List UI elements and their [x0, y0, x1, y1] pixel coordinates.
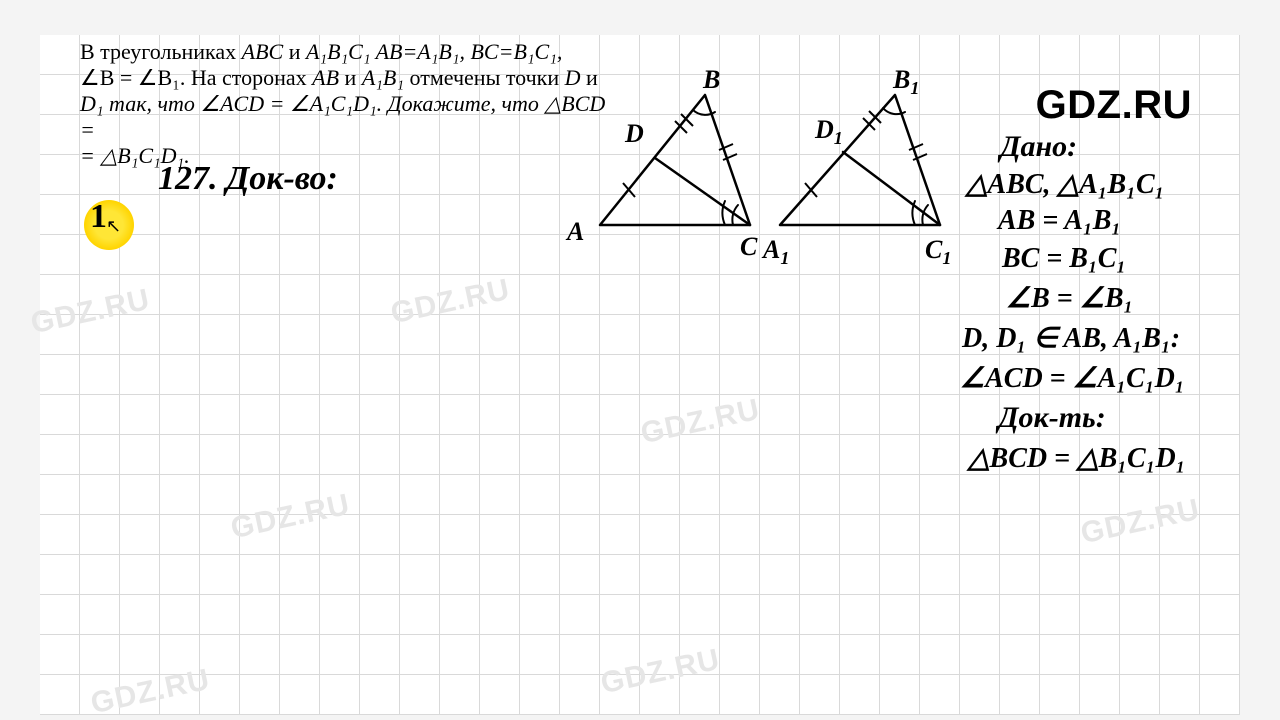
watermark: GDZ.RU [88, 663, 213, 720]
given-line: △ABC, △A₁B₁C₁ [966, 167, 1164, 201]
problem-statement: В треугольниках ABC и A₁B₁C₁ AB=A₁B₁, BC… [80, 39, 620, 169]
svg-text:D1: D1 [814, 115, 843, 148]
handwritten-step-1: 1 [90, 198, 107, 236]
watermark: GDZ.RU [28, 283, 153, 341]
given-line: ∠B = ∠B₁ [1006, 281, 1133, 315]
svg-text:A: A [565, 217, 584, 246]
svg-text:B1: B1 [892, 65, 919, 98]
svg-text:C: C [740, 232, 758, 261]
triangle-diagram-right: A1 B1 C1 D1 [775, 80, 965, 260]
watermark: GDZ.RU [1078, 493, 1203, 551]
svg-text:B: B [702, 65, 720, 94]
svg-text:D: D [624, 119, 644, 148]
watermark: GDZ.RU [228, 488, 353, 546]
given-line: AB = A₁B₁ [998, 205, 1121, 237]
triangle-diagram-left: A B C D [595, 80, 765, 240]
problem-line1: В треугольниках [80, 39, 242, 64]
watermark: GDZ.RU [638, 393, 763, 451]
svg-text:A1: A1 [761, 235, 789, 268]
graph-paper: GDZ.RU GDZ.RU GDZ.RU GDZ.RU GDZ.RU GDZ.R… [40, 35, 1240, 715]
svg-text:C1: C1 [925, 235, 951, 268]
cursor-arrow-icon: ↖ [106, 216, 121, 237]
proof-title: 127. Док-во: [158, 160, 338, 198]
prove-statement: △BCD = △B₁C₁D₁ [968, 441, 1185, 475]
given-title: Дано: [1000, 130, 1077, 164]
watermark: GDZ.RU [388, 273, 513, 331]
watermark: GDZ.RU [598, 643, 723, 701]
given-line: D, D₁ ∈ AB, A₁B₁: [962, 321, 1180, 355]
given-line: BC = B₁C₁ [1002, 243, 1126, 275]
site-logo: GDZ.RU [1036, 83, 1192, 128]
cursor-highlight: 1 ↖ [84, 200, 134, 250]
prove-title: Док-ть: [998, 401, 1106, 435]
given-line: ∠ACD = ∠A₁C₁D₁ [960, 361, 1185, 395]
